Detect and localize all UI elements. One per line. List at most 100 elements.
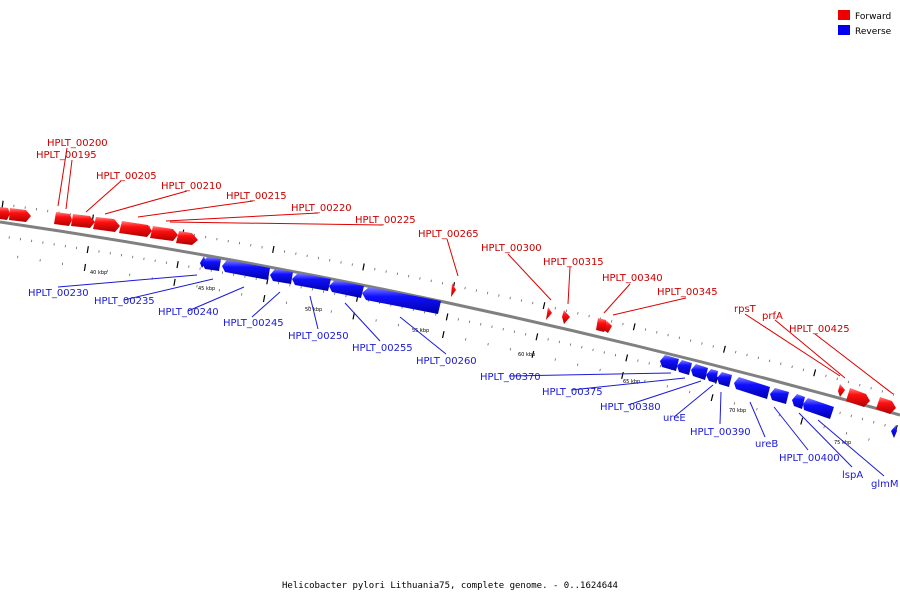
gene-label-hplt-00260[interactable]: HPLT_00260 (416, 356, 477, 367)
gene-label-hplt-00345[interactable]: HPLT_00345 (657, 287, 718, 298)
gene-label-hplt-00255[interactable]: HPLT_00255 (352, 343, 413, 354)
gene-arrow-reverse[interactable] (677, 360, 692, 375)
legend-item-forward[interactable]: Forward (838, 10, 891, 22)
gene-arrow-reverse[interactable] (706, 369, 718, 383)
gene-label-hplt-00230[interactable]: HPLT_00230 (28, 288, 89, 299)
gene-label-hplt-00370[interactable]: HPLT_00370 (480, 372, 541, 383)
gene-arrow-forward[interactable] (176, 231, 198, 245)
gene-label-hplt-00340[interactable]: HPLT_00340 (602, 273, 663, 284)
scale-tick (445, 313, 449, 321)
gene-label-lspa[interactable]: lspA (842, 470, 863, 481)
gene-arrow-forward[interactable] (93, 217, 120, 232)
gene-label-hplt-00225[interactable]: HPLT_00225 (355, 215, 416, 226)
scale-tick (1, 200, 4, 208)
gene-label-hplt-00200[interactable]: HPLT_00200 (47, 138, 108, 149)
gene-label-glmm[interactable]: glmM (871, 479, 899, 490)
gene-arrow-forward[interactable] (546, 307, 552, 320)
scale-label-45kbp: 45 kbp (198, 286, 215, 292)
gene-label-hplt-00390[interactable]: HPLT_00390 (690, 427, 751, 438)
scale-tick (845, 432, 848, 435)
forward-genes (0, 207, 896, 414)
legend-item-reverse[interactable]: Reverse (838, 25, 892, 37)
forward-leaders (57, 147, 894, 395)
gene-arrow-forward[interactable] (9, 208, 31, 222)
gene-arrow-reverse[interactable] (891, 425, 897, 438)
scale-tick (565, 309, 568, 313)
reverse-labels: HPLT_00230 HPLT_00235 HPLT_00240 HPLT_00… (28, 288, 899, 490)
gene-arrow-reverse[interactable] (329, 280, 364, 298)
gene-arrow-forward[interactable] (54, 212, 72, 226)
gene-arrow-reverse[interactable] (660, 355, 679, 371)
gene-arrow-reverse[interactable] (717, 372, 732, 387)
gene-label-hplt-00210[interactable]: HPLT_00210 (161, 181, 222, 192)
scale-tick (659, 364, 662, 368)
scale-tick (525, 333, 527, 336)
gene-label-ureb[interactable]: ureB (755, 439, 778, 450)
gene-label-uree[interactable]: ureE (663, 413, 686, 424)
gene-label-hplt-00265[interactable]: HPLT_00265 (418, 229, 479, 240)
gene-arrow-forward[interactable] (71, 214, 95, 228)
gene-arrow-forward[interactable] (596, 318, 608, 332)
gene-label-hplt-00250[interactable]: HPLT_00250 (288, 331, 349, 342)
scale-tick (881, 390, 884, 393)
gene-label-hplt-00245[interactable]: HPLT_00245 (223, 318, 284, 329)
gene-arrow-forward[interactable] (876, 397, 896, 414)
gene-arrow-reverse[interactable] (792, 394, 805, 409)
gene-label-hplt-00205[interactable]: HPLT_00205 (96, 171, 157, 182)
scale-label-60kbp: 60 kbp (518, 352, 535, 358)
scale-tick (678, 336, 681, 340)
scale-tick (768, 359, 771, 363)
gene-label-hplt-00315[interactable]: HPLT_00315 (543, 257, 604, 268)
scale-tick (847, 380, 850, 384)
scale-tick (723, 345, 726, 353)
gene-label-hplt-00300[interactable]: HPLT_00300 (481, 243, 542, 254)
gene-label-hplt-00240[interactable]: HPLT_00240 (158, 307, 219, 318)
gene-arrow-forward[interactable] (562, 310, 570, 324)
scale-tick (554, 358, 556, 361)
scale-label-65kbp: 65 kbp (623, 379, 640, 385)
gene-arrow-reverse[interactable] (202, 257, 221, 271)
gene-arrow-reverse[interactable] (292, 273, 331, 291)
gene-label-prfa[interactable]: prfA (762, 311, 783, 322)
legend-swatch-reverse (838, 25, 850, 35)
gene-arrow-reverse[interactable] (270, 269, 293, 284)
gene-label-hplt-00400[interactable]: HPLT_00400 (779, 453, 840, 464)
gene-label-hplt-00195[interactable]: HPLT_00195 (36, 150, 97, 161)
gene-arrow-reverse[interactable] (803, 398, 834, 419)
gene-arrow-reverse[interactable] (734, 377, 770, 399)
gene-arrow-reverse[interactable] (222, 260, 270, 280)
gene-label-hplt-00375[interactable]: HPLT_00375 (542, 387, 603, 398)
reverse-leaders (57, 274, 885, 477)
gene-arrow-forward[interactable] (119, 221, 152, 237)
scale-tick (756, 407, 758, 411)
gene-arrow-reverse[interactable] (362, 287, 441, 314)
gene-label-hplt-00235[interactable]: HPLT_00235 (94, 296, 155, 307)
gene-arrow-forward[interactable] (451, 283, 456, 297)
gene-arrow-forward[interactable] (846, 388, 870, 407)
gene-arrow-forward[interactable] (0, 207, 10, 220)
scale-tick (689, 339, 692, 342)
scale-tick (689, 390, 691, 394)
gene-arrow-forward[interactable] (838, 384, 845, 397)
scale-tick (262, 294, 266, 303)
gene-label-hplt-00220[interactable]: HPLT_00220 (291, 203, 352, 214)
scale-label-70kbp: 70 kbp (729, 408, 746, 414)
gene-label-hplt-00380[interactable]: HPLT_00380 (600, 402, 661, 413)
gene-label-rpst[interactable]: rpsT (734, 304, 757, 315)
legend: Forward Reverse (838, 10, 892, 37)
gene-arrow-forward[interactable] (605, 321, 612, 333)
scale-tick (884, 424, 886, 427)
gene-label-hplt-00215[interactable]: HPLT_00215 (226, 191, 287, 202)
gene-arrow-reverse[interactable] (691, 364, 708, 380)
gene-arrow-reverse[interactable] (770, 388, 789, 404)
scale-tick (176, 261, 179, 269)
scale-tick (554, 306, 556, 310)
gene-label-hplt-00425[interactable]: HPLT_00425 (789, 324, 850, 335)
scale-tick (486, 291, 489, 295)
scale-tick (487, 343, 489, 346)
scale-tick (441, 330, 445, 339)
gene-arrow-forward[interactable] (150, 226, 178, 241)
scale-tick (868, 438, 870, 441)
scale-tick (621, 371, 624, 379)
